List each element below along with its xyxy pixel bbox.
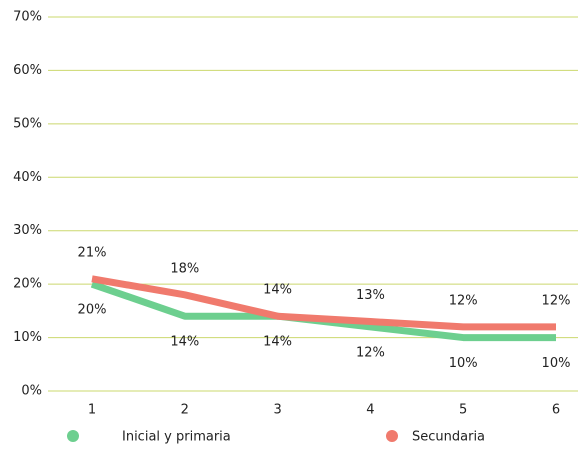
series-line xyxy=(91,275,556,331)
data-label: 12% xyxy=(356,345,385,360)
y-tick-label: 30% xyxy=(13,223,42,238)
legend-marker xyxy=(386,430,398,442)
y-tick-label: 50% xyxy=(13,116,42,131)
x-tick-label: 4 xyxy=(366,403,374,418)
data-label: 14% xyxy=(263,335,292,350)
data-label: 13% xyxy=(356,288,385,303)
y-tick-label: 10% xyxy=(13,330,42,345)
data-label: 14% xyxy=(263,283,292,298)
data-label: 12% xyxy=(542,293,571,308)
legend-marker xyxy=(67,430,79,442)
x-tick-label: 5 xyxy=(459,403,467,418)
y-tick-label: 70% xyxy=(13,10,42,25)
legend-label: Inicial y primaria xyxy=(122,430,231,445)
data-label: 10% xyxy=(449,356,478,371)
x-tick-label: 3 xyxy=(273,403,281,418)
data-label: 21% xyxy=(78,245,107,260)
x-tick-label: 6 xyxy=(552,403,560,418)
legend-label: Secundaria xyxy=(412,430,485,445)
data-label: 10% xyxy=(542,356,571,371)
y-tick-label: 40% xyxy=(13,170,42,185)
data-label: 14% xyxy=(170,335,199,350)
y-tick-label: 20% xyxy=(13,277,42,292)
data-label: 12% xyxy=(449,293,478,308)
x-tick-label: 1 xyxy=(88,403,96,418)
data-label: 20% xyxy=(78,303,107,318)
y-tick-label: 0% xyxy=(21,384,42,399)
y-tick-label: 60% xyxy=(13,63,42,78)
x-tick-label: 2 xyxy=(181,403,189,418)
data-label: 18% xyxy=(170,261,199,276)
